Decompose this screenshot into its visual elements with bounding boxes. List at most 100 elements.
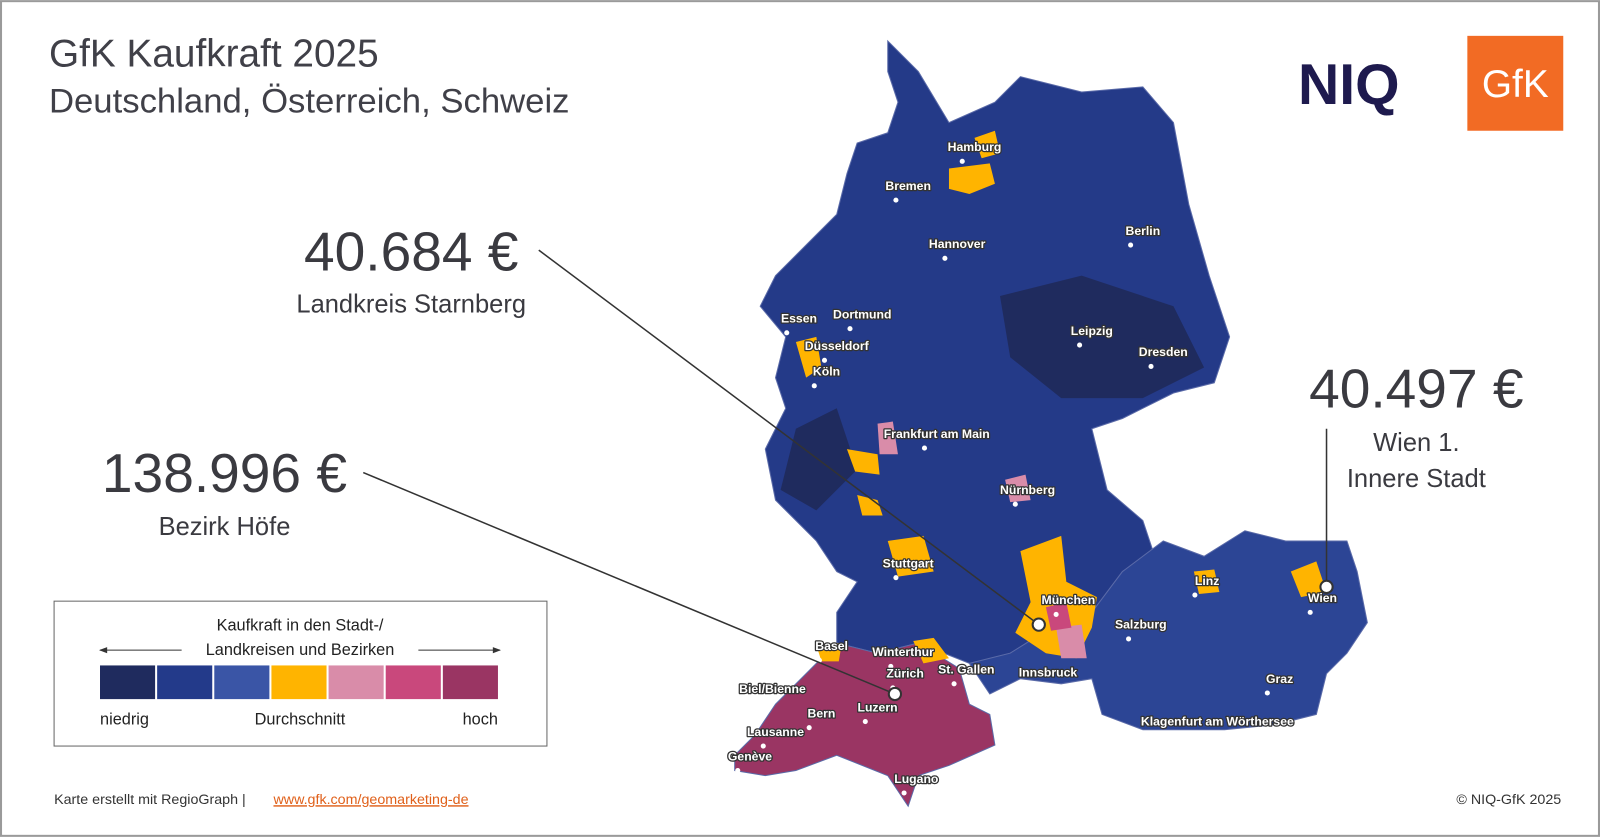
city-label: Köln	[813, 365, 840, 379]
footer-link[interactable]: www.gfk.com/geomarketing-de	[272, 792, 468, 808]
city-dot	[1264, 690, 1270, 696]
city-label: Wien	[1308, 591, 1337, 605]
highest-region	[1045, 602, 1072, 631]
callout-line	[538, 249, 1040, 626]
switzerland	[734, 642, 996, 808]
city-dot	[1128, 242, 1134, 248]
callout-value: 138.996 €	[102, 442, 347, 504]
gfk-logo: GfK	[1482, 63, 1549, 106]
above-average-region	[795, 336, 822, 378]
callout-line	[362, 471, 896, 695]
legend-swatch	[214, 665, 270, 700]
above-average-region	[857, 495, 883, 516]
city-dot	[1033, 684, 1039, 690]
city-dot	[735, 767, 741, 774]
city-dot	[893, 575, 899, 581]
callout-label: Bezirk Höfe	[159, 513, 291, 541]
city-label: Berlin	[1126, 224, 1161, 238]
title: GfK Kaufkraft 2025	[49, 32, 379, 75]
legend: Kaufkraft in den Stadt-/ Landkreisen und…	[53, 600, 548, 747]
above-average-region	[1290, 561, 1327, 598]
legend-arrowhead	[98, 647, 108, 654]
high-region	[1056, 624, 1087, 659]
city-label: Bern	[807, 706, 835, 720]
legend-title: Landkreisen und Bezirken	[206, 641, 395, 659]
city-dot	[942, 255, 948, 261]
city-dot	[1148, 363, 1154, 370]
city-label: Düsseldorf	[805, 339, 870, 353]
callout-label: Wien 1.	[1373, 429, 1459, 457]
city-label: Winterthur	[872, 645, 934, 659]
city-label: Stuttgart	[883, 556, 934, 570]
city-dot	[784, 330, 790, 336]
city-label: München	[1042, 593, 1096, 607]
city-dot	[888, 663, 894, 670]
austria	[968, 530, 1368, 731]
city-label: Essen	[781, 312, 817, 326]
legend-swatch	[100, 665, 156, 700]
above-average-region	[974, 130, 1000, 159]
city-label: Leipzig	[1071, 324, 1113, 338]
city-label: Innsbruck	[1019, 666, 1078, 680]
map	[734, 39, 1368, 808]
city-dot	[1053, 611, 1059, 617]
city-dot	[1192, 592, 1198, 598]
callout-lines	[362, 249, 1328, 695]
city-label: Nürnberg	[1000, 483, 1055, 497]
city-label: Dresden	[1139, 345, 1188, 359]
city-label: Salzburg	[1115, 618, 1167, 632]
legend-arrowhead	[492, 647, 502, 654]
city-labels: Hamburg Bremen Hannover Berlin Essen Dortmund…	[727, 139, 1338, 796]
high-region	[1005, 474, 1031, 503]
callout-point	[1031, 617, 1046, 632]
city-label: Genève	[728, 749, 772, 763]
city-dot	[1307, 609, 1313, 615]
city-dot	[862, 719, 868, 725]
city-dot	[1077, 342, 1083, 348]
legend-mid: Durchschnitt	[255, 711, 346, 729]
city-dot	[760, 743, 766, 749]
city-label: Hannover	[929, 237, 986, 251]
city-dot	[757, 700, 763, 706]
city-dot	[806, 725, 812, 731]
callout-value: 40.684 €	[304, 221, 518, 283]
legend-swatch	[271, 665, 327, 700]
gfk-logo-box	[1467, 35, 1564, 131]
city-dot	[1012, 501, 1018, 507]
city-dot	[1202, 733, 1208, 739]
legend-low: niedrig	[100, 711, 149, 729]
legend-swatch	[442, 665, 498, 700]
above-average-region	[816, 642, 842, 662]
legend-swatch	[385, 665, 441, 700]
above-average-region	[948, 163, 995, 195]
city-dot	[1126, 636, 1132, 642]
city-dot	[821, 357, 828, 363]
city-label: Biel/Bienne	[739, 682, 806, 696]
city-label: Luzern	[857, 700, 897, 714]
callout-point	[887, 686, 903, 702]
city-dot	[921, 445, 928, 451]
legend-high: hoch	[463, 711, 498, 729]
city-label: Dortmund	[833, 308, 891, 322]
legend-swatches	[100, 665, 498, 700]
city-dot	[811, 383, 817, 389]
callout-value: 40.497 €	[1309, 357, 1523, 419]
legend-swatch	[328, 665, 384, 700]
subtitle: Deutschland, Österreich, Schweiz	[49, 82, 570, 120]
city-label: Linz	[1195, 574, 1219, 588]
above-average-region	[1193, 569, 1220, 595]
city-dot	[959, 158, 965, 164]
city-label: Hamburg	[948, 140, 1002, 154]
city-label: Lugano	[894, 772, 938, 786]
city-label: St. Gallen	[938, 663, 994, 677]
city-label: Bremen	[885, 179, 931, 193]
city-label: Frankfurt am Main	[884, 427, 990, 441]
callout-point	[1319, 579, 1334, 595]
niq-logo: NIQ	[1298, 53, 1400, 117]
city-label: Zürich	[886, 667, 923, 681]
callout-label: Landkreis Starnberg	[296, 290, 526, 318]
city-dot	[847, 326, 853, 332]
footer-credit: Karte erstellt mit RegioGraph |	[54, 792, 246, 808]
city-label: Lausanne	[747, 725, 804, 739]
